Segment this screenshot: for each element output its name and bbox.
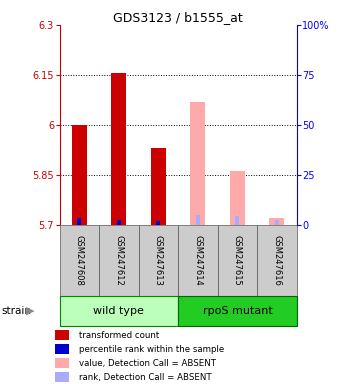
Text: transformed count: transformed count xyxy=(79,331,160,340)
Bar xyxy=(196,215,200,225)
Bar xyxy=(55,330,69,340)
Bar xyxy=(117,220,121,225)
Bar xyxy=(218,225,257,296)
Bar xyxy=(275,220,279,225)
Text: ▶: ▶ xyxy=(26,306,34,316)
Bar xyxy=(55,344,69,354)
Bar xyxy=(72,125,87,225)
Bar xyxy=(178,225,218,296)
Text: GSM247613: GSM247613 xyxy=(154,235,163,286)
Text: GSM247616: GSM247616 xyxy=(272,235,281,286)
Text: wild type: wild type xyxy=(93,306,144,316)
Bar xyxy=(60,225,99,296)
Text: GSM247612: GSM247612 xyxy=(115,235,123,286)
Text: GSM247608: GSM247608 xyxy=(75,235,84,286)
Bar xyxy=(230,171,245,225)
Text: GSM247615: GSM247615 xyxy=(233,235,242,286)
Bar xyxy=(60,296,178,326)
Bar xyxy=(235,216,239,225)
Text: percentile rank within the sample: percentile rank within the sample xyxy=(79,345,225,354)
Bar xyxy=(178,296,297,326)
Bar xyxy=(151,148,166,225)
Bar xyxy=(157,221,160,225)
Bar xyxy=(257,225,297,296)
Text: strain: strain xyxy=(2,306,32,316)
Text: rank, Detection Call = ABSENT: rank, Detection Call = ABSENT xyxy=(79,372,212,382)
Bar xyxy=(55,372,69,382)
Text: rpoS mutant: rpoS mutant xyxy=(203,306,272,316)
Bar xyxy=(99,225,139,296)
Bar xyxy=(77,218,81,225)
Bar xyxy=(55,358,69,368)
Text: GSM247614: GSM247614 xyxy=(193,235,203,286)
Text: value, Detection Call = ABSENT: value, Detection Call = ABSENT xyxy=(79,359,217,367)
Bar xyxy=(190,101,205,225)
Bar xyxy=(139,225,178,296)
Bar xyxy=(112,73,127,225)
Bar xyxy=(269,218,284,225)
Title: GDS3123 / b1555_at: GDS3123 / b1555_at xyxy=(113,11,243,24)
